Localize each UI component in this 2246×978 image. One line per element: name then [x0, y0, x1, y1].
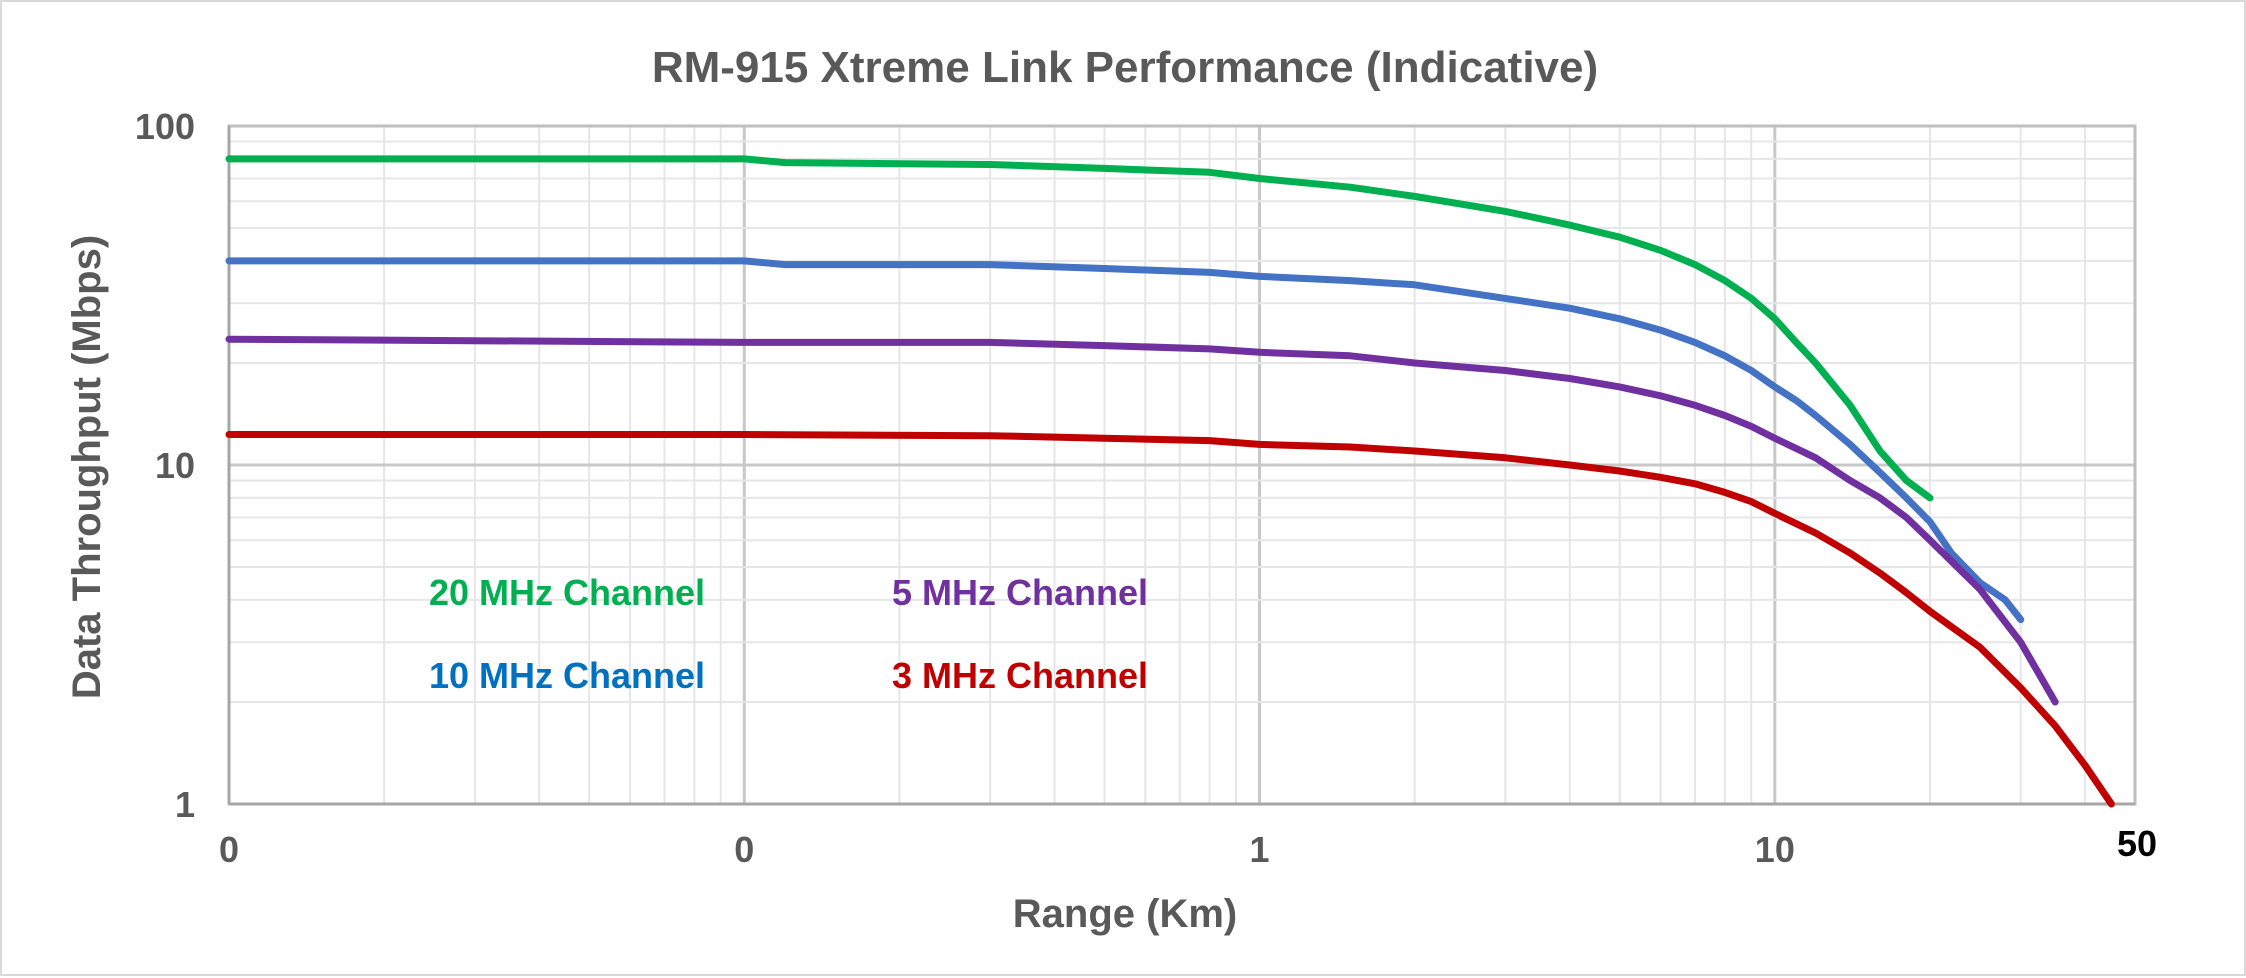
legend-entry: 5 MHz Channel: [892, 572, 1148, 613]
axes: [227, 124, 2137, 806]
y-axis-title: Data Throughput (Mbps): [65, 235, 109, 699]
legend-entry: 10 MHz Channel: [429, 655, 705, 696]
grid: [227, 124, 2136, 806]
series-line-2: [225, 257, 2025, 624]
series-line-3: [225, 335, 2059, 706]
x-tick-label: 50: [2117, 823, 2157, 864]
series-line-1: [225, 155, 1934, 502]
x-tick-label: 10: [1755, 829, 1795, 870]
legend-entry: 3 MHz Channel: [892, 655, 1148, 696]
series-line-4: [225, 431, 2115, 808]
y-tick-label: 1: [175, 784, 195, 825]
series-lines: [225, 155, 2115, 808]
x-tick-label: 0: [219, 829, 239, 870]
x-tick-label: 1: [1250, 829, 1270, 870]
y-tick-label: 100: [135, 106, 195, 147]
x-axis-title: Range (Km): [1013, 892, 1237, 936]
x-tick-label: 0: [734, 829, 754, 870]
legend: 20 MHz Channel 10 MHz Channel 5 MHz Channe…: [429, 572, 1148, 696]
legend-entry: 20 MHz Channel: [429, 572, 705, 613]
y-tick-label: 10: [155, 445, 195, 486]
chart-title: RM-915 Xtreme Link Performance (Indicati…: [652, 43, 1598, 92]
